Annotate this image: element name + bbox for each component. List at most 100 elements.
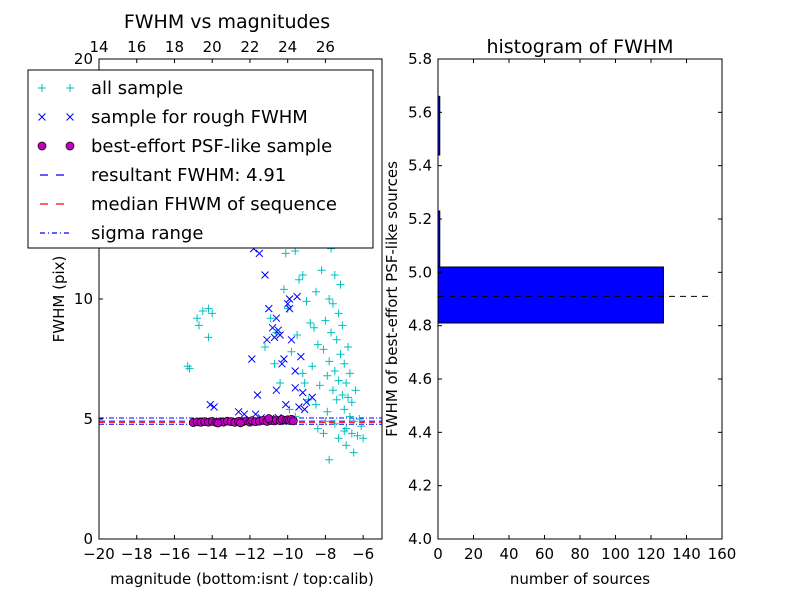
x-tick-label: 140 [672, 545, 701, 563]
plus-data-point [344, 393, 353, 402]
x-data-point [291, 383, 300, 392]
y-tick-label: 10 [74, 290, 93, 308]
x-tick-label: −18 [121, 545, 153, 563]
x-data-point [285, 295, 294, 303]
legend-label: best-effort PSF-like sample [91, 136, 332, 157]
plus-data-point [347, 398, 356, 407]
x-data-point [264, 304, 273, 313]
plus-data-point [332, 335, 341, 344]
legend-entry: median FHWM of sequence [40, 194, 337, 215]
x-data-point [281, 400, 290, 409]
x-tick-label: 160 [708, 545, 737, 563]
x-tick-label: −20 [83, 545, 115, 563]
plus-data-point [287, 347, 296, 356]
plus-data-point [345, 412, 354, 421]
plus-data-point [353, 431, 362, 440]
left-chart-title: FWHM vs magnitudes [124, 11, 330, 33]
plus-data-point [315, 381, 324, 390]
plus-data-point [313, 340, 322, 349]
legend-frame [27, 69, 374, 249]
plus-data-point [328, 299, 337, 308]
right-axis-ticks: 0 20 40 60 80 100 120 140 160 4.0 4.2 4.4 4.6 4.8 5.0 5… [408, 50, 736, 563]
plus-data-point [330, 367, 339, 375]
x-data-point [261, 271, 269, 279]
plus-data-point [321, 417, 330, 426]
plus-data-point [285, 405, 294, 414]
plus-data-point [311, 287, 320, 296]
x-data-point [302, 398, 311, 407]
x-tick-label: 40 [499, 545, 518, 563]
plus-data-point [300, 379, 309, 387]
plus-data-point [340, 427, 349, 435]
plus-data-point [357, 422, 366, 431]
plus-data-point [349, 417, 358, 426]
plus-data-point [317, 266, 326, 275]
plus-data-point [336, 350, 345, 359]
top-x-tick-label: 14 [89, 38, 108, 56]
circle-data-point [236, 418, 245, 428]
legend-label: sample for rough FWHM [91, 107, 308, 128]
x-series [206, 244, 317, 424]
plus-data-point [279, 285, 288, 294]
plus-data-point [327, 328, 336, 337]
plus-data-point [194, 321, 203, 330]
legend-marker-swatch [38, 84, 46, 92]
y-tick-label: 4.6 [408, 370, 432, 388]
x-tick-label: 20 [464, 545, 483, 563]
x-data-point [253, 391, 262, 399]
y-tick-label: 4.8 [408, 317, 432, 335]
plus-series [183, 79, 368, 464]
y-tick-label: 0 [83, 530, 93, 548]
legend-marker-swatch [66, 84, 74, 92]
plus-data-point [325, 455, 334, 464]
plus-data-point [204, 304, 213, 313]
x-data-point [247, 355, 256, 363]
plus-data-point [330, 419, 339, 428]
x-tick-label: −12 [234, 545, 266, 563]
x-tick-label: −8 [314, 545, 336, 563]
legend-entry: resultant FWHM: 4.91 [40, 165, 286, 186]
plus-data-point [308, 362, 317, 371]
legend-label: resultant FWHM: 4.91 [91, 165, 286, 186]
plus-data-point [340, 359, 349, 368]
plus-data-point [310, 323, 319, 332]
plus-data-point [342, 379, 351, 387]
circle-data-point [288, 416, 298, 426]
legend-label: all sample [91, 78, 183, 99]
x-data-point [206, 400, 215, 409]
x-data-point [270, 333, 279, 342]
legend-entry: best-effort PSF-like sample [37, 136, 332, 157]
y-tick-label: 20 [74, 50, 93, 68]
top-x-tick-label: 20 [203, 38, 222, 56]
plus-data-point [306, 319, 315, 327]
y-tick-label: 5.6 [408, 103, 432, 121]
plus-data-point [319, 429, 328, 438]
top-x-tick-label: 26 [316, 38, 335, 56]
plus-data-point [344, 343, 353, 351]
plus-data-point [261, 343, 270, 351]
plus-data-point [311, 400, 320, 409]
legend-entry: sigma range [40, 223, 203, 244]
plus-data-point [198, 307, 207, 315]
plus-data-point [208, 309, 217, 318]
x-tick-label: −14 [196, 545, 228, 563]
top-x-tick-label: 18 [165, 38, 184, 56]
plus-data-point [351, 386, 360, 395]
x-data-point [268, 323, 277, 332]
plus-data-point [276, 379, 285, 387]
legend-marker-swatch [66, 113, 74, 121]
plus-data-point [293, 331, 302, 339]
plus-data-point [294, 275, 303, 284]
plus-data-point [330, 271, 339, 279]
left-y-axis-label: FWHM (pix) [50, 256, 68, 343]
plus-data-point [328, 386, 337, 395]
y-tick-label: 5.0 [408, 263, 432, 281]
plus-data-point [359, 434, 368, 443]
x-data-point [272, 314, 281, 323]
plus-data-point [340, 405, 349, 414]
plus-data-point [334, 376, 343, 385]
plus-data-point [342, 441, 351, 450]
legend-marker-swatch [38, 113, 46, 121]
plus-data-point [266, 314, 275, 323]
